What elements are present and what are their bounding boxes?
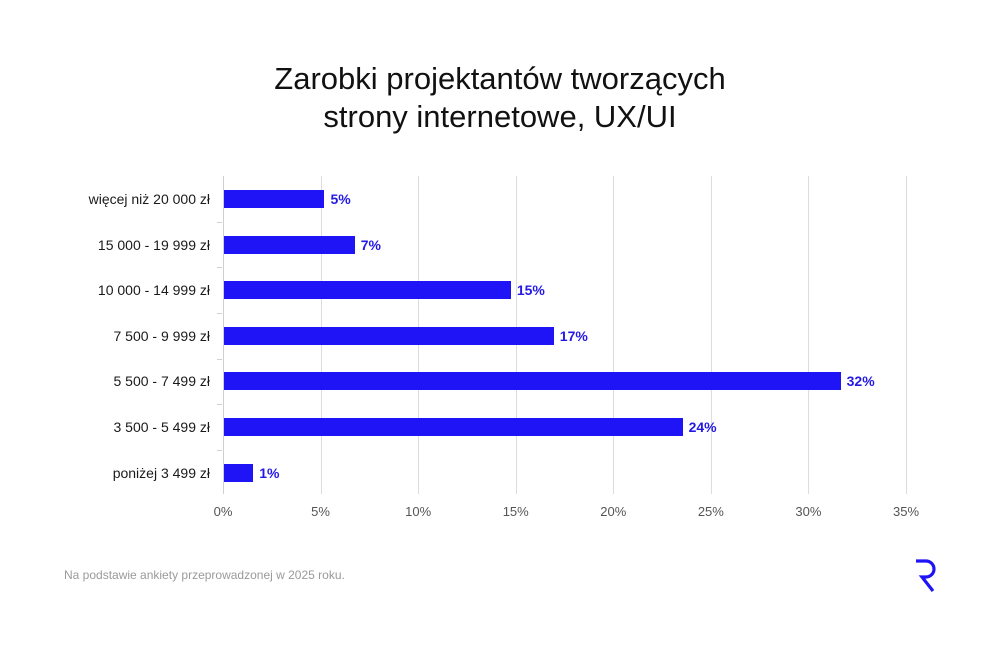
category-label: więcej niż 20 000 zł (88, 191, 210, 207)
bar (224, 235, 355, 254)
bar-value-label: 24% (688, 419, 717, 435)
y-axis-tick (217, 404, 222, 406)
x-tick-label: 15% (502, 504, 529, 519)
chart-title-line-2: strony internetowe, UX/UI (323, 99, 677, 134)
y-axis-tick (217, 313, 222, 314)
bar-value-label: 15% (516, 282, 545, 299)
x-tick-label: 5% (311, 504, 330, 519)
y-axis-tick (217, 358, 222, 360)
category-label: poniżej 3 499 zł (112, 464, 210, 481)
plot-area: 5% 7% 15% 17% 32% 24% 1% (217, 176, 907, 494)
gridline (613, 176, 615, 494)
bar (224, 418, 683, 436)
gridline (710, 176, 712, 494)
bar-value-label: 1% (259, 464, 280, 481)
gridline (906, 176, 907, 494)
x-tick-label: 0% (213, 504, 233, 519)
x-tick-label: 10% (405, 504, 432, 519)
category-label: 15 000 - 19 999 zł (97, 236, 210, 253)
bar (224, 372, 841, 391)
y-axis-tick (217, 449, 222, 451)
y-axis-tick (217, 221, 222, 223)
chart-title: Zarobki projektantów tworzących strony i… (0, 60, 1000, 136)
category-label: 10 000 - 14 999 zł (97, 282, 210, 299)
x-tick-label: 20% (600, 504, 627, 519)
bar-value-label: 7% (360, 236, 381, 253)
category-label: 5 500 - 7 499 zł (113, 373, 210, 390)
category-label: 7 500 - 9 999 zł (113, 327, 210, 344)
bar-value-label: 32% (846, 373, 875, 390)
y-axis-tick (217, 267, 222, 269)
chart-title-line-1: Zarobki projektantów tworzących (274, 61, 726, 96)
bar-value-label: 17% (559, 327, 588, 344)
footnote: Na podstawie ankiety przeprowadzonej w 2… (64, 568, 345, 582)
y-axis-line (223, 176, 224, 494)
gridline (808, 176, 810, 494)
bar (224, 190, 325, 208)
category-label: 3 500 - 5 499 zł (113, 419, 210, 435)
bar-value-label: 5% (330, 191, 351, 207)
bar (224, 326, 554, 345)
bar (224, 281, 511, 300)
x-tick-label: 30% (795, 504, 822, 519)
x-tick-label: 35% (892, 504, 920, 519)
x-tick-label: 25% (697, 504, 724, 519)
bar (224, 463, 254, 482)
brand-logo-icon (916, 559, 936, 592)
